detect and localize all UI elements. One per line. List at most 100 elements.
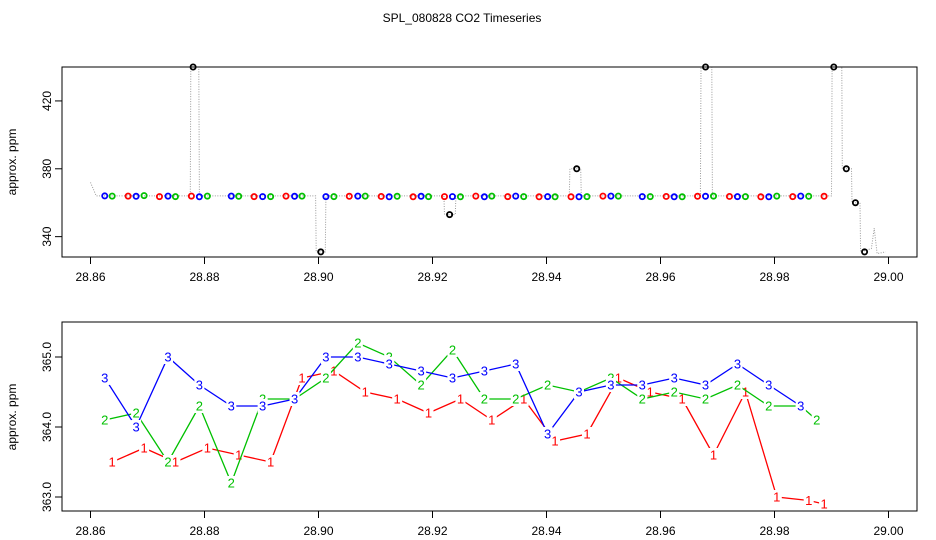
series-2-point — [267, 193, 275, 201]
top-x-tick-label: 28.90 — [303, 270, 333, 284]
top-panel-data — [90, 63, 886, 256]
top-x-tick-label: 28.86 — [75, 270, 105, 284]
series-3-label-bg — [226, 399, 237, 413]
series-3-point — [512, 192, 520, 200]
top-panel-y-axis-label: approx. ppm — [5, 129, 19, 196]
series-1-point-label: 1 — [615, 371, 622, 386]
bottom-y-tick-label: 364.0 — [40, 412, 54, 442]
outlier-point — [317, 248, 325, 256]
series-1-point — [662, 192, 670, 200]
raw-co2-trace — [90, 66, 886, 255]
series-3-label-bg — [163, 350, 174, 364]
series-1-point — [282, 192, 290, 200]
series-1-label-bg — [296, 371, 307, 385]
series-2-point — [551, 193, 559, 201]
series-3-point — [417, 192, 425, 200]
outlier-point — [446, 211, 454, 219]
series-3-point-label: 3 — [132, 420, 139, 435]
series-3-point-label: 3 — [765, 378, 772, 393]
series-2-point — [330, 193, 338, 201]
series-2-point-label: 2 — [813, 413, 820, 428]
series-3-point — [354, 192, 362, 200]
series-1-line — [111, 370, 825, 505]
series-2-point — [710, 192, 718, 200]
series-1-label-bg — [677, 392, 688, 406]
series-2-point — [140, 192, 148, 200]
series-2-label-bg — [131, 406, 142, 420]
series-1-point-label: 1 — [267, 455, 274, 470]
series-1-label-bg — [107, 455, 118, 469]
bottom-panel-frame — [61, 321, 918, 512]
series-1-point — [345, 192, 353, 200]
series-2-point — [741, 193, 749, 201]
series-2-point — [773, 192, 781, 200]
series-3-point-label: 3 — [544, 427, 551, 442]
series-2-point — [298, 192, 306, 200]
series-3-label-bg — [99, 371, 110, 385]
outlier-point — [842, 165, 850, 173]
chart-title: SPL_080828 CO2 Timeseries — [383, 11, 542, 25]
series-1-point-label: 1 — [820, 497, 827, 512]
series-1-label-bg — [423, 406, 434, 420]
series-1-point-label: 1 — [109, 455, 116, 470]
series-3-point — [101, 192, 109, 200]
series-1-label-bg — [613, 371, 624, 385]
series-3-point-label: 3 — [449, 371, 456, 386]
top-panel-axes: 28.86 28.88 28.90 28.92 28.94 28.96 28.98 29.00… — [40, 91, 904, 284]
series-1-point-label: 1 — [520, 392, 527, 407]
bottom-x-tick-label: 28.86 — [75, 524, 105, 538]
series-3-point-label: 3 — [639, 378, 646, 393]
bottom-x-tick-label: 28.96 — [645, 524, 675, 538]
series-2-label-bg — [700, 392, 711, 406]
series-1-point-label: 1 — [235, 448, 242, 463]
series-3-point — [607, 192, 615, 200]
series-3-label-bg — [479, 364, 490, 378]
series-1-point — [440, 193, 448, 201]
series-2-point — [425, 193, 433, 201]
series-2-point-label: 2 — [765, 399, 772, 414]
series-3-label-bg — [700, 378, 711, 392]
series-1-label-bg — [392, 392, 403, 406]
series-1-point-label: 1 — [773, 490, 780, 505]
top-y-tick-label: 380 — [40, 158, 54, 178]
series-3-point-label: 3 — [797, 399, 804, 414]
series-1-point-label: 1 — [172, 455, 179, 470]
series-3-label-bg — [573, 385, 584, 399]
series-3-label-bg — [542, 427, 553, 441]
series-1-point-label: 1 — [330, 364, 337, 379]
series-3-label-bg — [416, 364, 427, 378]
series-2-point — [393, 192, 401, 200]
series-3-label-bg — [605, 378, 616, 392]
bottom-y-tick-label: 363.0 — [40, 482, 54, 512]
series-3-point — [195, 193, 203, 201]
series-3-point — [670, 193, 678, 201]
top-panel-frame — [61, 66, 918, 258]
series-2-point-label: 2 — [164, 455, 171, 470]
series-1-point-label: 1 — [551, 434, 558, 449]
series-3-point-label: 3 — [734, 357, 741, 372]
top-x-tick-label: 28.98 — [759, 270, 789, 284]
series-2-point — [203, 192, 211, 200]
series-1-point-label: 1 — [710, 448, 717, 463]
series-2-label-bg — [163, 455, 174, 469]
series-1-point — [377, 192, 385, 200]
top-x-tick-label: 28.94 — [531, 270, 561, 284]
series-3-point-label: 3 — [481, 364, 488, 379]
series-2-point — [520, 193, 528, 201]
series-1-label-bg — [708, 448, 719, 462]
series-1-point — [535, 193, 543, 201]
series-2-label-bg — [637, 392, 648, 406]
bottom-panel-y-axis-label: approx. ppm — [5, 384, 19, 451]
series-3-point — [702, 192, 710, 200]
series-2-label-bg — [732, 378, 743, 392]
series-3-label-bg — [352, 350, 363, 364]
series-3-point-label: 3 — [607, 378, 614, 393]
series-3-point — [765, 193, 773, 201]
bottom-y-tick-label: 365.0 — [40, 342, 54, 372]
series-3-point — [164, 192, 172, 200]
series-2-label-bg — [416, 378, 427, 392]
series-3-point — [797, 192, 805, 200]
series-3-point — [575, 193, 583, 201]
